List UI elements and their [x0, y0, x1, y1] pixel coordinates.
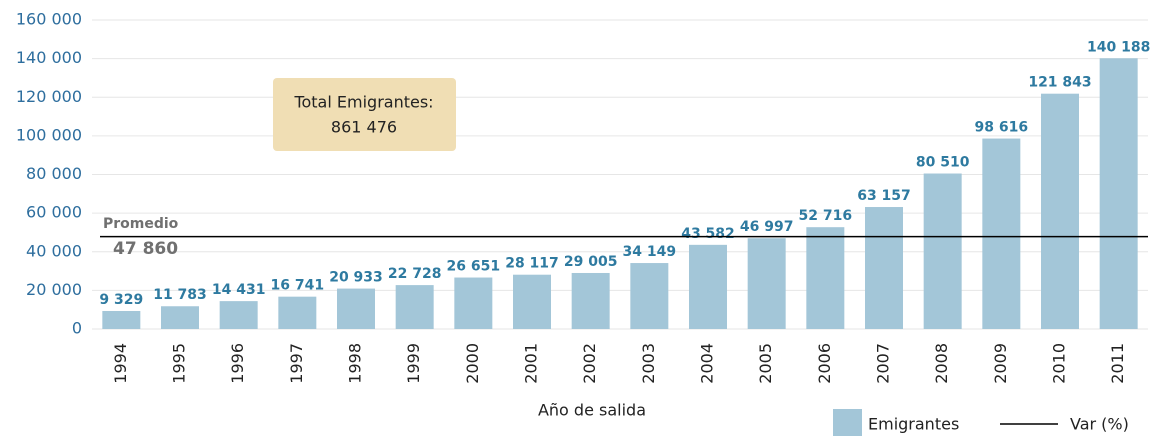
value-label: 121 843 — [1028, 75, 1091, 91]
bar — [513, 274, 551, 329]
value-label: 140 188 — [1087, 39, 1150, 55]
value-label: 11 783 — [153, 287, 207, 303]
value-label: 80 510 — [916, 155, 970, 171]
x-tick-label: 2010 — [1050, 343, 1069, 384]
reference-value-label: 47 860 — [113, 239, 178, 259]
y-tick-label: 140 000 — [16, 48, 82, 67]
x-tick-label: 2006 — [815, 343, 834, 384]
x-tick-label: 2000 — [463, 343, 482, 384]
bar — [1041, 93, 1079, 329]
x-tick-label: 2005 — [756, 343, 775, 384]
x-tick-label: 2009 — [991, 343, 1010, 384]
x-tick-label: 1999 — [404, 343, 423, 384]
x-tick-label: 2008 — [932, 343, 951, 384]
bar — [982, 138, 1021, 329]
x-tick-label: 1995 — [170, 343, 189, 384]
value-label: 26 651 — [447, 259, 501, 275]
y-tick-label: 160 000 — [16, 10, 82, 29]
value-label: 34 149 — [623, 244, 677, 260]
legend-label: Emigrantes — [868, 415, 959, 434]
x-tick-label: 2001 — [522, 343, 541, 384]
value-label: 16 741 — [271, 278, 325, 294]
value-label: 63 157 — [857, 188, 911, 204]
value-label: 43 582 — [681, 226, 735, 242]
bar — [219, 301, 258, 329]
annotation-box — [273, 78, 456, 151]
x-tick-label: 1997 — [287, 343, 306, 384]
bar — [102, 310, 141, 329]
value-label: 20 933 — [329, 270, 383, 286]
value-label: 52 716 — [799, 208, 853, 224]
bar — [278, 296, 317, 329]
x-tick-label: 2007 — [874, 343, 893, 384]
bar — [337, 288, 375, 329]
bar — [630, 263, 669, 329]
y-tick-label: 120 000 — [16, 87, 82, 106]
x-tick-label: 2004 — [698, 343, 717, 384]
x-tick-label: 1998 — [346, 343, 365, 384]
annotation-line: Total Emigrantes: — [293, 93, 433, 112]
y-tick-label: 0 — [72, 319, 82, 338]
y-tick-label: 40 000 — [26, 241, 82, 260]
bar — [806, 227, 845, 329]
bar — [865, 207, 903, 329]
annotation-line: 861 476 — [331, 118, 397, 137]
bar — [161, 306, 199, 329]
y-tick-label: 60 000 — [26, 203, 82, 222]
x-axis-label: Año de salida — [538, 401, 646, 420]
y-tick-label: 100 000 — [16, 125, 82, 144]
value-label: 29 005 — [564, 254, 618, 270]
x-tick-label: 1996 — [228, 343, 247, 384]
value-label: 28 117 — [505, 256, 559, 272]
bar — [747, 238, 786, 329]
bar — [1099, 58, 1138, 329]
value-label: 14 431 — [212, 282, 266, 298]
bar — [923, 173, 962, 329]
bar — [571, 272, 610, 329]
y-tick-label: 80 000 — [26, 164, 82, 183]
x-tick-label: 2002 — [580, 343, 599, 384]
x-tick-label: 2011 — [1108, 343, 1127, 384]
value-label: 22 728 — [388, 266, 442, 282]
x-tick-label: 2003 — [639, 343, 658, 384]
value-label: 46 997 — [740, 219, 794, 235]
legend-label: Var (%) — [1070, 415, 1129, 434]
y-tick-label: 20 000 — [26, 280, 82, 299]
bar — [689, 244, 727, 329]
x-tick-label: 1994 — [111, 343, 130, 384]
bar — [454, 277, 493, 329]
reference-label: Promedio — [103, 216, 179, 232]
bar — [395, 285, 434, 329]
legend-swatch — [833, 409, 862, 436]
value-label: 9 329 — [99, 292, 143, 308]
value-label: 98 616 — [975, 120, 1029, 136]
